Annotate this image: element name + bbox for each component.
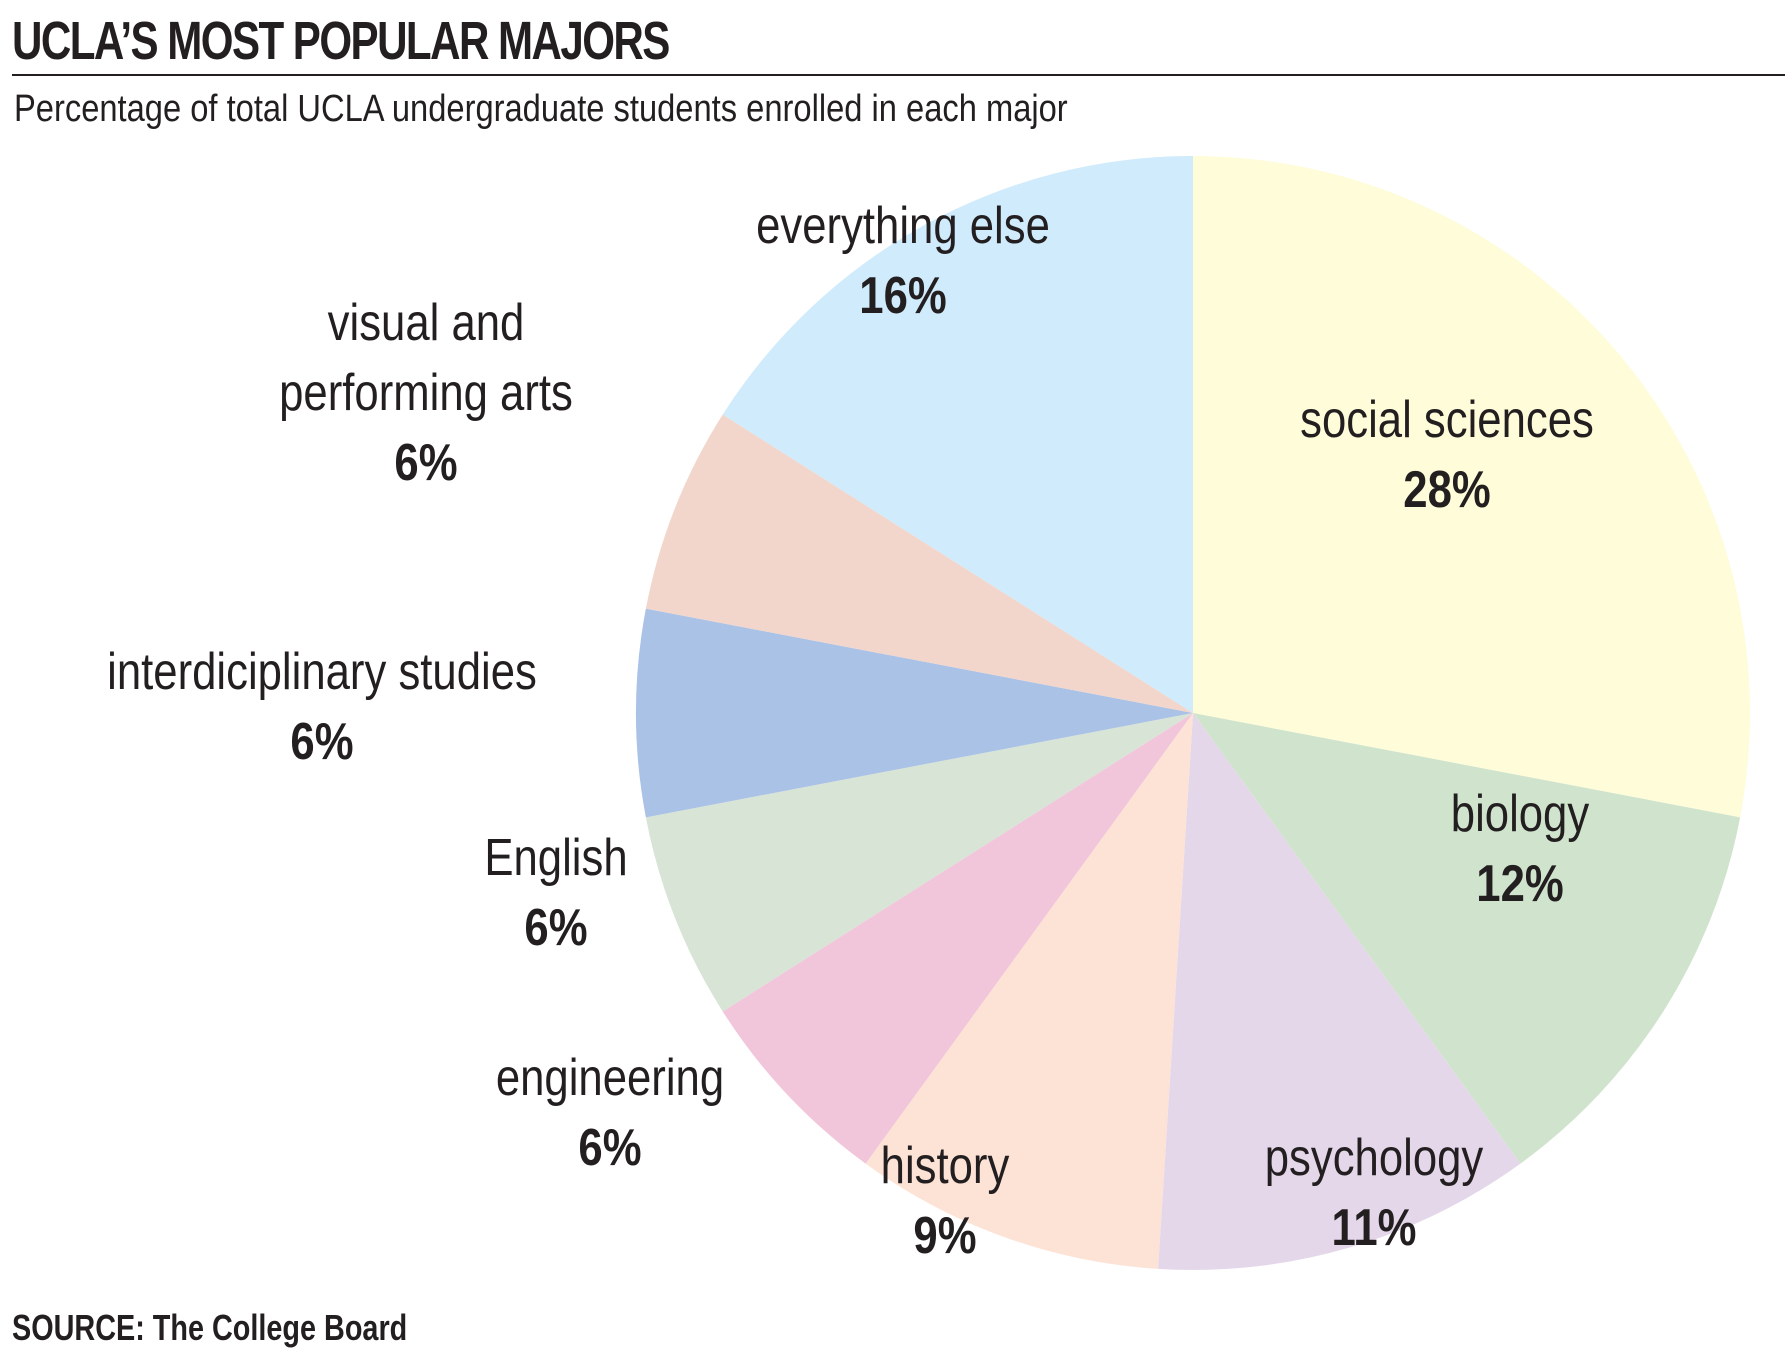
slice-label-group: everything else 16%: [756, 198, 1050, 325]
slice-label-group: visual and performing arts 6%: [279, 295, 573, 492]
slice-category-label: visual and: [328, 295, 525, 352]
slice-label-group: engineering 6%: [496, 1050, 724, 1177]
slice-category-label: English: [484, 830, 627, 887]
chart-title: UCLA’S MOST POPULAR MAJORS: [12, 11, 670, 71]
slice-label-group: English 6%: [484, 830, 627, 957]
slice-label-group: social sciences 28%: [1300, 392, 1594, 519]
chart-subtitle: Percentage of total UCLA undergraduate s…: [14, 88, 1068, 130]
slice-category-label: social sciences: [1300, 392, 1594, 449]
pie-slice-social-sciences: [1193, 156, 1751, 818]
slice-label-group: psychology 11%: [1265, 1130, 1484, 1257]
source-note: SOURCE: The College Board: [12, 1307, 408, 1348]
pie-slice-visual-and-performing-arts: [645, 414, 1193, 713]
pie-slices: [636, 156, 1751, 1270]
slice-percent-label: 6%: [290, 714, 353, 771]
pie-labels: social sciences 28% biology 12% psychology 11…: [107, 198, 1594, 1265]
pie-slice-engineering: [722, 713, 1193, 1164]
slice-category-label: engineering: [496, 1050, 724, 1107]
pie-slice-psychology: [1158, 713, 1521, 1270]
slice-percent-label: 11%: [1331, 1200, 1416, 1257]
slice-category-label: history: [881, 1138, 1010, 1195]
pie-slice-interdiciplinary-studies: [636, 608, 1193, 818]
slice-percent-label: 9%: [913, 1208, 976, 1265]
slice-category-label: interdiciplinary studies: [107, 644, 537, 701]
slice-category-label: biology: [1451, 786, 1589, 843]
slice-category-label: everything else: [756, 198, 1050, 255]
pie-slice-biology: [1193, 713, 1741, 1164]
pie-slice-history: [865, 713, 1193, 1269]
slice-percent-label: 16%: [859, 268, 946, 325]
slice-percent-label: 6%: [578, 1120, 641, 1177]
slice-percent-label: 6%: [394, 435, 457, 492]
slice-label-group: biology 12%: [1451, 786, 1589, 913]
slice-percent-label: 12%: [1476, 856, 1563, 913]
slice-category-label: psychology: [1265, 1130, 1484, 1187]
slice-percent-label: 6%: [524, 900, 587, 957]
slice-label-group: interdiciplinary studies 6%: [107, 644, 537, 771]
title-rule: [12, 74, 1785, 76]
slice-category-label: performing arts: [279, 365, 573, 422]
pie-slice-english: [645, 713, 1193, 1012]
slice-label-group: history 9%: [881, 1138, 1010, 1265]
slice-percent-label: 28%: [1403, 462, 1490, 519]
pie-slice-everything-else: [722, 156, 1193, 713]
